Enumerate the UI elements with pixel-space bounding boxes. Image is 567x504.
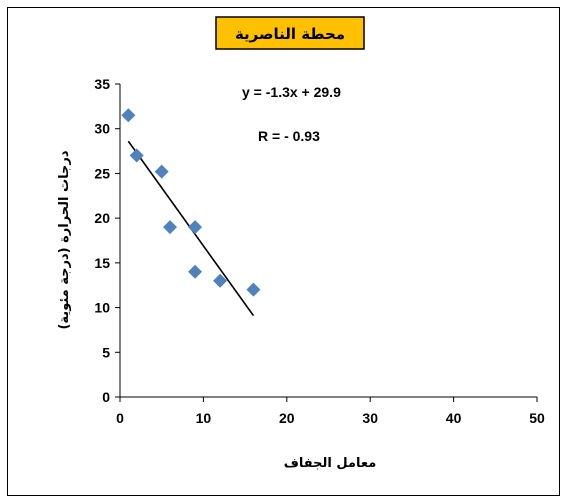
y-tick-label: 35 (94, 76, 110, 92)
x-tick-label: 20 (279, 410, 295, 426)
chart-frame: محطة الناصرية y = -1.3x + 29.9 R = - 0.9… (7, 7, 560, 496)
y-tick-label: 0 (102, 389, 110, 405)
data-point (188, 220, 203, 235)
y-tick-label: 20 (94, 210, 110, 226)
data-point (129, 148, 144, 163)
x-axis-title: معامل الجفاف (284, 456, 377, 471)
x-tick-label: 30 (362, 410, 378, 426)
trendline-equation: y = -1.3x + 29.9 (242, 84, 341, 100)
chart-title-box (215, 16, 365, 50)
x-tick-label: 40 (446, 410, 462, 426)
correlation-value: R = - 0.93 (258, 128, 320, 144)
y-tick-label: 5 (102, 344, 110, 360)
scatter-chart: محطة الناصرية y = -1.3x + 29.9 R = - 0.9… (57, 16, 545, 471)
x-tick-label: 10 (196, 410, 212, 426)
data-point (213, 273, 228, 288)
data-point (154, 164, 169, 179)
y-axis-title: درجات الحرارة (درجة مئوية) (57, 150, 72, 329)
y-tick-label: 30 (94, 121, 110, 137)
data-point (188, 264, 203, 279)
chart-title: محطة الناصرية (235, 25, 345, 43)
y-axis-ticks: 0 5 10 15 20 25 30 35 (94, 76, 120, 405)
y-tick-label: 15 (94, 255, 110, 271)
data-points (121, 108, 261, 297)
y-tick-label: 25 (94, 165, 110, 181)
x-tick-label: 50 (529, 410, 545, 426)
data-point (121, 108, 136, 123)
data-point (246, 282, 261, 297)
x-axis-ticks: 0 10 20 30 40 50 (116, 397, 545, 426)
data-point (163, 220, 178, 235)
y-tick-label: 10 (94, 300, 110, 316)
x-tick-label: 0 (116, 410, 124, 426)
